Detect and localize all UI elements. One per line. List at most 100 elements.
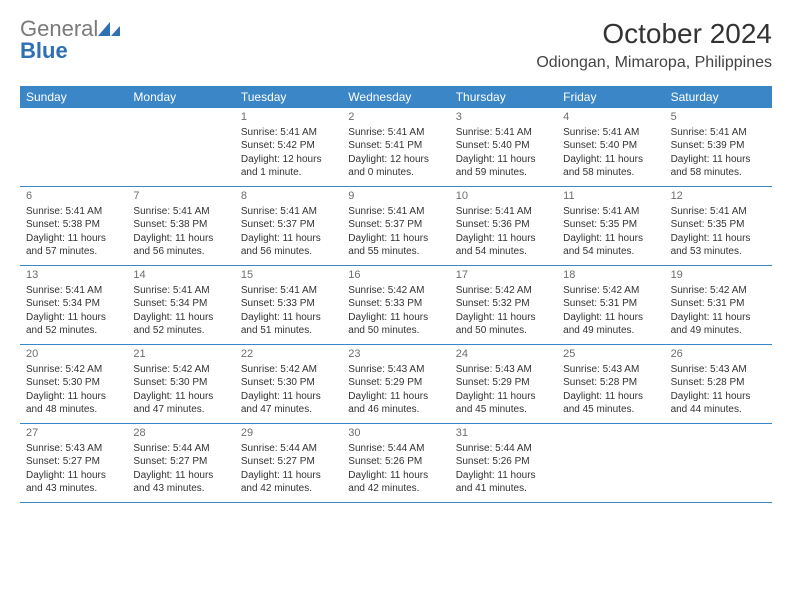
brand-word-2: Blue — [20, 38, 68, 63]
day-number: 14 — [133, 268, 228, 283]
calendar-day-empty — [20, 108, 127, 186]
calendar-day: 23Sunrise: 5:43 AMSunset: 5:29 PMDayligh… — [342, 345, 449, 423]
day-number: 23 — [348, 347, 443, 362]
sunrise-line: Sunrise: 5:44 AM — [133, 442, 228, 456]
daylight-line: Daylight: 11 hours and 45 minutes. — [456, 390, 551, 417]
sunrise-line: Sunrise: 5:43 AM — [671, 363, 766, 377]
sunset-line: Sunset: 5:30 PM — [26, 376, 121, 390]
sunset-line: Sunset: 5:34 PM — [26, 297, 121, 311]
sunset-line: Sunset: 5:31 PM — [563, 297, 658, 311]
location-subtitle: Odiongan, Mimaropa, Philippines — [536, 54, 772, 72]
sunrise-line: Sunrise: 5:41 AM — [348, 205, 443, 219]
calendar-day: 14Sunrise: 5:41 AMSunset: 5:34 PMDayligh… — [127, 266, 234, 344]
calendar-day: 16Sunrise: 5:42 AMSunset: 5:33 PMDayligh… — [342, 266, 449, 344]
sunrise-line: Sunrise: 5:42 AM — [241, 363, 336, 377]
day-number: 12 — [671, 189, 766, 204]
daylight-line: Daylight: 11 hours and 42 minutes. — [241, 469, 336, 496]
calendar-day: 6Sunrise: 5:41 AMSunset: 5:38 PMDaylight… — [20, 187, 127, 265]
day-number: 7 — [133, 189, 228, 204]
dow-wednesday: Wednesday — [342, 86, 449, 108]
calendar-day: 2Sunrise: 5:41 AMSunset: 5:41 PMDaylight… — [342, 108, 449, 186]
day-number: 27 — [26, 426, 121, 441]
calendar-day-empty — [665, 424, 772, 502]
sunset-line: Sunset: 5:34 PM — [133, 297, 228, 311]
sunrise-line: Sunrise: 5:43 AM — [348, 363, 443, 377]
sunset-line: Sunset: 5:40 PM — [563, 139, 658, 153]
sunrise-line: Sunrise: 5:41 AM — [671, 205, 766, 219]
calendar-day: 3Sunrise: 5:41 AMSunset: 5:40 PMDaylight… — [450, 108, 557, 186]
brand-logo: General Blue — [20, 18, 120, 62]
calendar-day: 13Sunrise: 5:41 AMSunset: 5:34 PMDayligh… — [20, 266, 127, 344]
sunrise-line: Sunrise: 5:41 AM — [348, 126, 443, 140]
day-number: 9 — [348, 189, 443, 204]
sunset-line: Sunset: 5:36 PM — [456, 218, 551, 232]
day-number: 20 — [26, 347, 121, 362]
calendar-week: 27Sunrise: 5:43 AMSunset: 5:27 PMDayligh… — [20, 424, 772, 503]
daylight-line: Daylight: 11 hours and 43 minutes. — [26, 469, 121, 496]
sunrise-line: Sunrise: 5:44 AM — [456, 442, 551, 456]
calendar-day-empty — [127, 108, 234, 186]
sunset-line: Sunset: 5:41 PM — [348, 139, 443, 153]
calendar-day: 17Sunrise: 5:42 AMSunset: 5:32 PMDayligh… — [450, 266, 557, 344]
calendar-day: 19Sunrise: 5:42 AMSunset: 5:31 PMDayligh… — [665, 266, 772, 344]
sunset-line: Sunset: 5:33 PM — [241, 297, 336, 311]
day-number: 30 — [348, 426, 443, 441]
calendar-day: 20Sunrise: 5:42 AMSunset: 5:30 PMDayligh… — [20, 345, 127, 423]
sunrise-line: Sunrise: 5:43 AM — [563, 363, 658, 377]
calendar-day: 5Sunrise: 5:41 AMSunset: 5:39 PMDaylight… — [665, 108, 772, 186]
sunrise-line: Sunrise: 5:41 AM — [133, 284, 228, 298]
sunset-line: Sunset: 5:27 PM — [241, 455, 336, 469]
calendar-day: 10Sunrise: 5:41 AMSunset: 5:36 PMDayligh… — [450, 187, 557, 265]
dow-tuesday: Tuesday — [235, 86, 342, 108]
day-number: 16 — [348, 268, 443, 283]
daylight-line: Daylight: 11 hours and 56 minutes. — [133, 232, 228, 259]
calendar-day: 4Sunrise: 5:41 AMSunset: 5:40 PMDaylight… — [557, 108, 664, 186]
sunset-line: Sunset: 5:26 PM — [456, 455, 551, 469]
sunrise-line: Sunrise: 5:42 AM — [671, 284, 766, 298]
daylight-line: Daylight: 11 hours and 50 minutes. — [456, 311, 551, 338]
day-of-week-header: Sunday Monday Tuesday Wednesday Thursday… — [20, 86, 772, 108]
sunset-line: Sunset: 5:28 PM — [563, 376, 658, 390]
calendar-day: 26Sunrise: 5:43 AMSunset: 5:28 PMDayligh… — [665, 345, 772, 423]
sunrise-line: Sunrise: 5:44 AM — [348, 442, 443, 456]
day-number: 18 — [563, 268, 658, 283]
calendar-day: 1Sunrise: 5:41 AMSunset: 5:42 PMDaylight… — [235, 108, 342, 186]
calendar-day: 29Sunrise: 5:44 AMSunset: 5:27 PMDayligh… — [235, 424, 342, 502]
calendar-weeks: 1Sunrise: 5:41 AMSunset: 5:42 PMDaylight… — [20, 108, 772, 503]
calendar-day: 24Sunrise: 5:43 AMSunset: 5:29 PMDayligh… — [450, 345, 557, 423]
sunrise-line: Sunrise: 5:44 AM — [241, 442, 336, 456]
calendar-week: 6Sunrise: 5:41 AMSunset: 5:38 PMDaylight… — [20, 187, 772, 266]
dow-friday: Friday — [557, 86, 664, 108]
day-number: 31 — [456, 426, 551, 441]
sunrise-line: Sunrise: 5:41 AM — [671, 126, 766, 140]
day-number: 11 — [563, 189, 658, 204]
calendar-day: 31Sunrise: 5:44 AMSunset: 5:26 PMDayligh… — [450, 424, 557, 502]
header-bar: General Blue October 2024 Odiongan, Mima… — [20, 18, 772, 72]
sunrise-line: Sunrise: 5:41 AM — [563, 126, 658, 140]
brand-text: General Blue — [20, 18, 120, 62]
calendar-day: 12Sunrise: 5:41 AMSunset: 5:35 PMDayligh… — [665, 187, 772, 265]
day-number: 3 — [456, 110, 551, 125]
calendar-day: 21Sunrise: 5:42 AMSunset: 5:30 PMDayligh… — [127, 345, 234, 423]
calendar-week: 20 Sunrise: 5:42 AM Sunset: 5:30 PM Dayligh… — [20, 345, 772, 424]
sunrise-line: Sunrise: 5:41 AM — [241, 205, 336, 219]
daylight-line: Daylight: 11 hours and 49 minutes. — [671, 311, 766, 338]
sunset-line: Sunset: 5:28 PM — [671, 376, 766, 390]
daylight-line: Daylight: 11 hours and 59 minutes. — [456, 153, 551, 180]
dow-sunday: Sunday — [20, 86, 127, 108]
sunrise-line: Sunrise: 5:42 AM — [456, 284, 551, 298]
sunrise-line: Sunrise: 5:42 AM — [348, 284, 443, 298]
daylight-line: Daylight: 11 hours and 54 minutes. — [563, 232, 658, 259]
sunrise-line: Sunrise: 5:41 AM — [241, 126, 336, 140]
daylight-line: Daylight: 11 hours and 55 minutes. — [348, 232, 443, 259]
daylight-line: Daylight: 11 hours and 46 minutes. — [348, 390, 443, 417]
calendar-day: 18Sunrise: 5:42 AMSunset: 5:31 PMDayligh… — [557, 266, 664, 344]
daylight-line: Daylight: 11 hours and 52 minutes. — [133, 311, 228, 338]
sunrise-line: Sunrise: 5:42 AM — [133, 363, 228, 377]
dow-thursday: Thursday — [450, 86, 557, 108]
sunrise-line: Sunrise: 5:43 AM — [26, 442, 121, 456]
sunset-line: Sunset: 5:29 PM — [456, 376, 551, 390]
sunset-line: Sunset: 5:31 PM — [671, 297, 766, 311]
calendar-week: 1Sunrise: 5:41 AMSunset: 5:42 PMDaylight… — [20, 108, 772, 187]
sunset-line: Sunset: 5:42 PM — [241, 139, 336, 153]
